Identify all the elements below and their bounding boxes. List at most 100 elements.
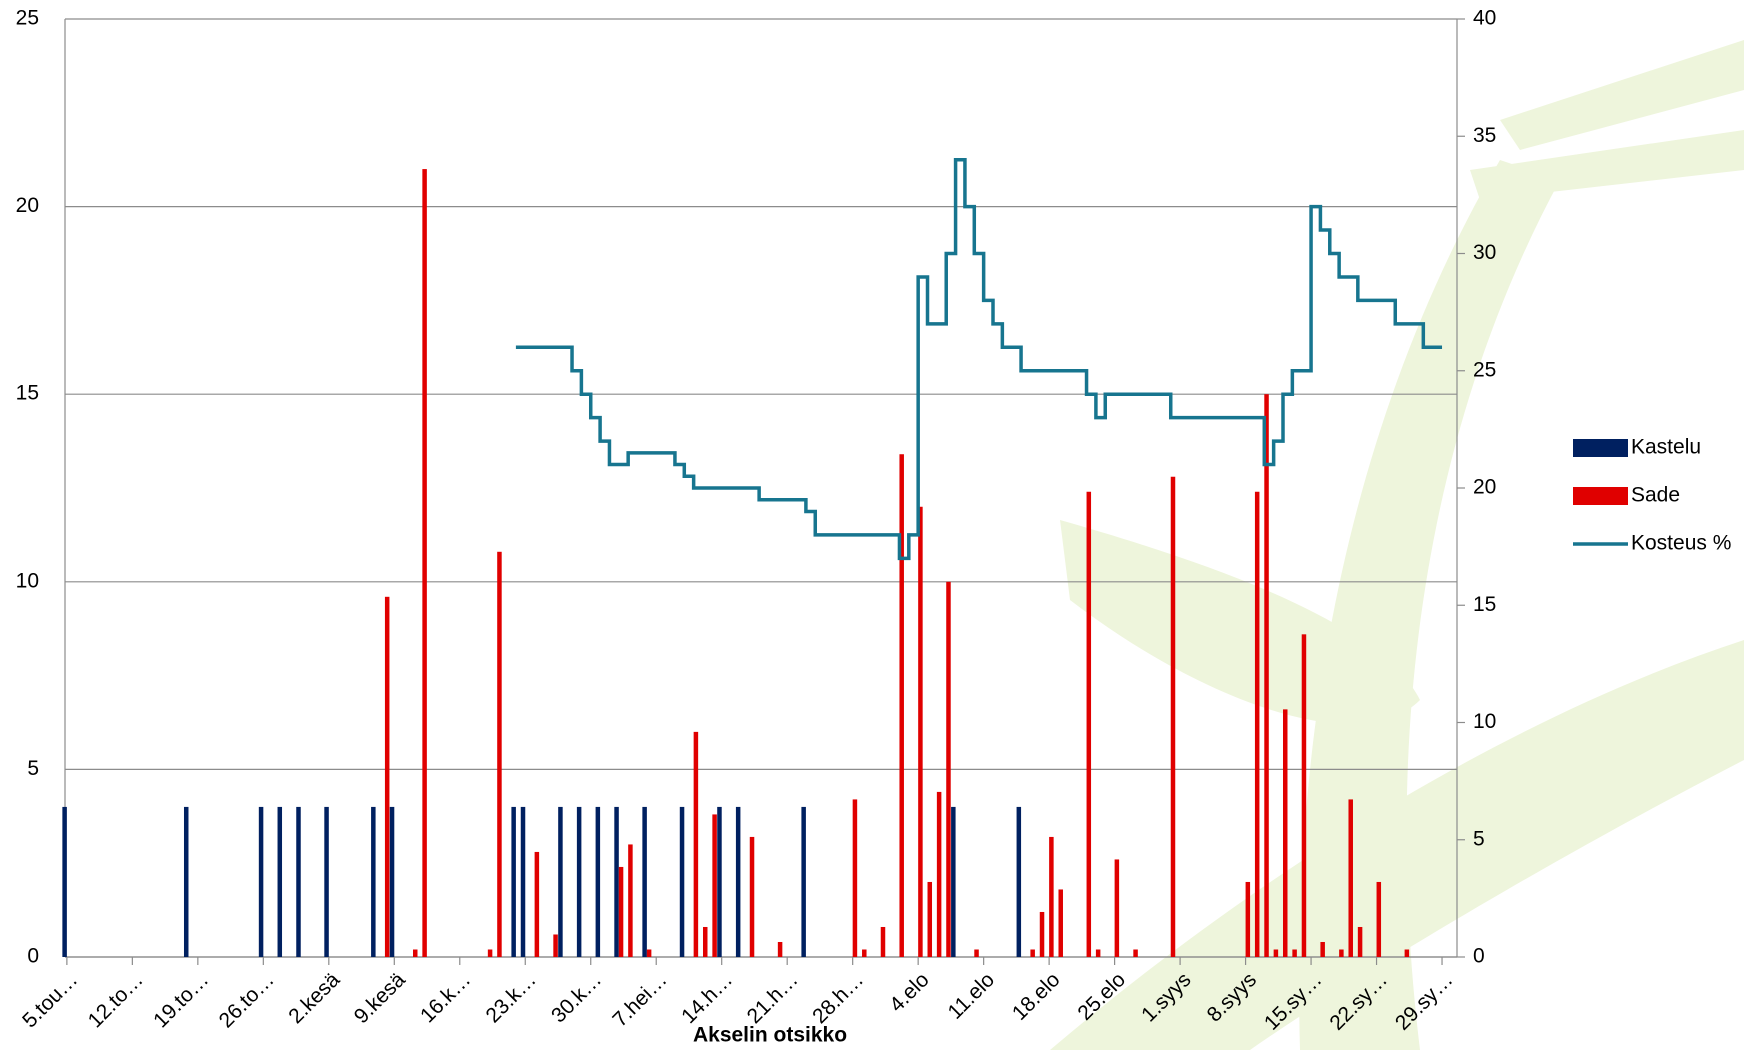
bar bbox=[1115, 859, 1120, 957]
legend-label: Kastelu bbox=[1631, 436, 1701, 459]
bar bbox=[918, 507, 923, 957]
bar bbox=[1302, 634, 1307, 957]
legend-label: Kosteus % bbox=[1631, 532, 1731, 555]
y-tick-label: 15 bbox=[16, 382, 39, 405]
x-tick-label: 30.k… bbox=[547, 968, 606, 1027]
bar bbox=[278, 807, 283, 957]
bar bbox=[1274, 949, 1279, 957]
line bbox=[516, 160, 1442, 559]
bar bbox=[535, 852, 540, 957]
y2-tick-label: 15 bbox=[1473, 593, 1496, 616]
x-tick-label: 28.h… bbox=[808, 968, 868, 1028]
bar bbox=[1040, 912, 1045, 957]
bar bbox=[553, 934, 558, 957]
bar bbox=[946, 582, 951, 957]
bar bbox=[881, 927, 886, 957]
bar bbox=[1096, 949, 1101, 957]
bar bbox=[1348, 799, 1353, 957]
bar bbox=[750, 837, 755, 957]
bar bbox=[937, 792, 942, 957]
bar bbox=[1030, 949, 1035, 957]
bar bbox=[296, 807, 301, 957]
bar bbox=[642, 807, 647, 957]
bar bbox=[1339, 949, 1344, 957]
x-tick-label: 4.elo bbox=[885, 968, 933, 1016]
bar bbox=[801, 807, 806, 957]
bar bbox=[1049, 837, 1054, 957]
y2-tick-label: 35 bbox=[1473, 124, 1496, 147]
y2-tick-label: 30 bbox=[1473, 241, 1496, 264]
bar bbox=[1292, 949, 1297, 957]
bar bbox=[1405, 949, 1410, 957]
bar bbox=[862, 949, 867, 957]
x-tick-label: 26.to… bbox=[215, 968, 279, 1032]
bar bbox=[1255, 492, 1260, 957]
x-tick-label: 16.k… bbox=[416, 968, 475, 1027]
legend-swatch bbox=[1573, 439, 1628, 457]
bar bbox=[1087, 492, 1092, 957]
bar bbox=[324, 807, 329, 957]
x-tick-label: 11.elo bbox=[943, 968, 999, 1024]
bar bbox=[853, 799, 858, 957]
bar bbox=[614, 807, 619, 957]
bar bbox=[1264, 394, 1269, 957]
bar bbox=[1246, 882, 1251, 957]
y2-tick-label: 0 bbox=[1473, 945, 1485, 968]
bar bbox=[694, 732, 699, 957]
bar bbox=[680, 807, 685, 957]
bar bbox=[619, 867, 624, 957]
bar bbox=[974, 949, 979, 957]
x-tick-label: 18.elo bbox=[1008, 968, 1065, 1025]
bar bbox=[628, 844, 633, 957]
x-tick-label: 21.h… bbox=[743, 968, 803, 1028]
bar bbox=[1283, 709, 1288, 957]
x-tick-label: 23.k… bbox=[482, 968, 541, 1027]
legend-swatch bbox=[1573, 487, 1628, 505]
bar bbox=[62, 807, 67, 957]
bar bbox=[1017, 807, 1022, 957]
chart: Akselin otsikko 051015202505101520253035… bbox=[0, 0, 1744, 1050]
bar bbox=[1171, 477, 1176, 957]
x-tick-label: 7.hei… bbox=[608, 968, 671, 1031]
bar bbox=[558, 807, 563, 957]
y2-tick-label: 20 bbox=[1473, 476, 1496, 499]
y-tick-label: 0 bbox=[27, 945, 39, 968]
bar bbox=[390, 807, 395, 957]
x-tick-label: 5.tou… bbox=[18, 968, 82, 1032]
bar bbox=[736, 807, 741, 957]
bar bbox=[521, 807, 526, 957]
legend-label: Sade bbox=[1631, 484, 1680, 507]
bar bbox=[951, 807, 956, 957]
bar bbox=[703, 927, 708, 957]
bar bbox=[928, 882, 933, 957]
y2-tick-label: 40 bbox=[1473, 7, 1496, 30]
y-tick-label: 10 bbox=[16, 569, 39, 592]
bar bbox=[385, 597, 390, 957]
bar bbox=[1377, 882, 1382, 957]
bar bbox=[184, 807, 189, 957]
bar bbox=[778, 942, 783, 957]
bar bbox=[1320, 942, 1325, 957]
bar bbox=[1133, 949, 1138, 957]
y2-tick-label: 25 bbox=[1473, 358, 1496, 381]
bar bbox=[259, 807, 264, 957]
bar bbox=[1358, 927, 1363, 957]
bar bbox=[899, 454, 904, 957]
bar bbox=[1058, 889, 1063, 957]
x-tick-label: 9.kesä bbox=[350, 968, 410, 1028]
bar bbox=[422, 169, 427, 957]
x-tick-label: 19.to… bbox=[149, 968, 213, 1032]
bar bbox=[511, 807, 515, 957]
bar bbox=[413, 949, 418, 957]
bar bbox=[712, 814, 717, 957]
bar bbox=[497, 552, 502, 957]
bar bbox=[717, 807, 722, 957]
bar bbox=[596, 807, 601, 957]
y2-tick-label: 5 bbox=[1473, 827, 1485, 850]
y-tick-label: 20 bbox=[16, 194, 39, 217]
bar bbox=[488, 949, 493, 957]
x-tick-label: 14.h… bbox=[677, 968, 737, 1028]
y-tick-label: 25 bbox=[16, 7, 39, 30]
y2-tick-label: 10 bbox=[1473, 710, 1496, 733]
y-tick-label: 5 bbox=[27, 757, 39, 780]
